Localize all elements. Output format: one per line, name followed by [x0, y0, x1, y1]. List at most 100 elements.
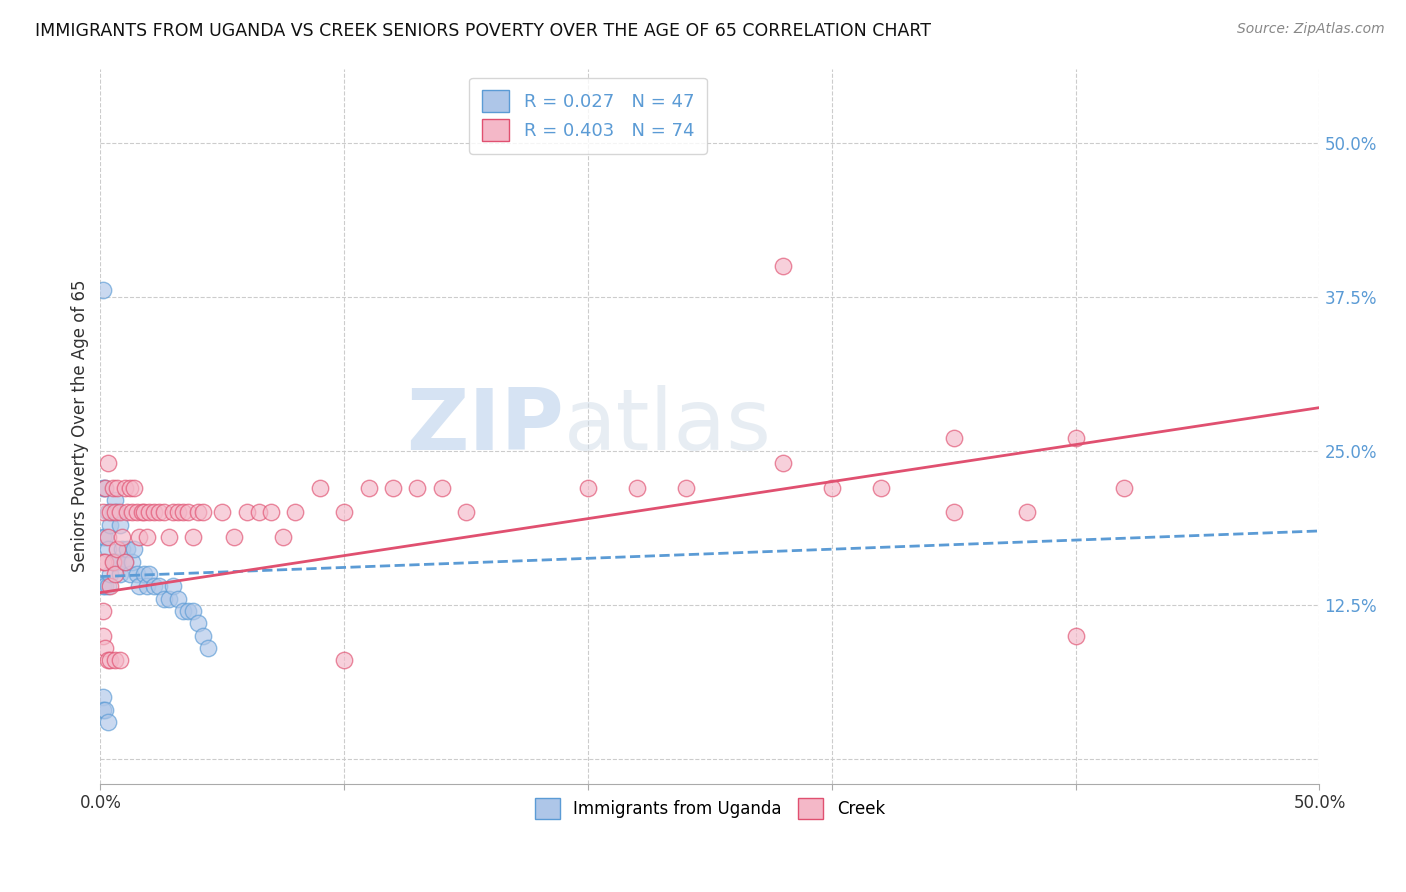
Point — [91, 703, 114, 717]
Point — [115, 542, 138, 557]
Point — [157, 591, 180, 606]
Point — [357, 481, 380, 495]
Point — [454, 505, 477, 519]
Point — [172, 505, 194, 519]
Point — [97, 579, 120, 593]
Point — [181, 604, 204, 618]
Point — [114, 481, 136, 495]
Point — [107, 542, 129, 557]
Point — [1064, 432, 1087, 446]
Point — [675, 481, 697, 495]
Point — [97, 456, 120, 470]
Point — [172, 604, 194, 618]
Point — [772, 259, 794, 273]
Point — [118, 567, 141, 582]
Point — [772, 456, 794, 470]
Point — [104, 493, 127, 508]
Point — [98, 517, 121, 532]
Point — [97, 505, 120, 519]
Point — [197, 641, 219, 656]
Point — [1064, 629, 1087, 643]
Point — [94, 530, 117, 544]
Point — [333, 653, 356, 667]
Point — [177, 604, 200, 618]
Point — [134, 567, 156, 582]
Point — [121, 505, 143, 519]
Point — [107, 481, 129, 495]
Point — [104, 505, 127, 519]
Point — [107, 555, 129, 569]
Point — [135, 530, 157, 544]
Legend: Immigrants from Uganda, Creek: Immigrants from Uganda, Creek — [529, 792, 891, 825]
Point — [125, 505, 148, 519]
Point — [187, 505, 209, 519]
Point — [260, 505, 283, 519]
Point — [101, 481, 124, 495]
Point — [108, 653, 131, 667]
Point — [430, 481, 453, 495]
Point — [162, 579, 184, 593]
Point — [98, 505, 121, 519]
Point — [115, 505, 138, 519]
Point — [942, 505, 965, 519]
Point — [94, 555, 117, 569]
Point — [177, 505, 200, 519]
Point — [167, 591, 190, 606]
Point — [162, 505, 184, 519]
Text: Source: ZipAtlas.com: Source: ZipAtlas.com — [1237, 22, 1385, 37]
Point — [148, 579, 170, 593]
Point — [333, 505, 356, 519]
Point — [94, 481, 117, 495]
Point — [94, 579, 117, 593]
Point — [187, 616, 209, 631]
Point — [143, 505, 166, 519]
Point — [181, 530, 204, 544]
Point — [143, 579, 166, 593]
Y-axis label: Seniors Poverty Over the Age of 65: Seniors Poverty Over the Age of 65 — [72, 280, 89, 573]
Point — [124, 481, 146, 495]
Point — [104, 555, 127, 569]
Point — [1015, 505, 1038, 519]
Point — [91, 629, 114, 643]
Point — [91, 579, 114, 593]
Point — [121, 555, 143, 569]
Point — [131, 505, 153, 519]
Point — [91, 481, 114, 495]
Point — [111, 542, 134, 557]
Point — [942, 432, 965, 446]
Point — [104, 653, 127, 667]
Point — [125, 567, 148, 582]
Point — [381, 481, 404, 495]
Point — [97, 715, 120, 730]
Point — [152, 505, 174, 519]
Point — [821, 481, 844, 495]
Point — [111, 530, 134, 544]
Point — [1114, 481, 1136, 495]
Point — [626, 481, 648, 495]
Point — [128, 530, 150, 544]
Point — [94, 641, 117, 656]
Point — [91, 555, 114, 569]
Text: IMMIGRANTS FROM UGANDA VS CREEK SENIORS POVERTY OVER THE AGE OF 65 CORRELATION C: IMMIGRANTS FROM UGANDA VS CREEK SENIORS … — [35, 22, 931, 40]
Point — [271, 530, 294, 544]
Point — [91, 690, 114, 705]
Point — [97, 542, 120, 557]
Point — [224, 530, 246, 544]
Point — [94, 703, 117, 717]
Point — [101, 555, 124, 569]
Point — [101, 555, 124, 569]
Point — [235, 505, 257, 519]
Point — [134, 505, 156, 519]
Point — [94, 481, 117, 495]
Point — [152, 591, 174, 606]
Point — [107, 505, 129, 519]
Point — [124, 542, 146, 557]
Point — [191, 505, 214, 519]
Point — [148, 505, 170, 519]
Point — [114, 555, 136, 569]
Point — [284, 505, 307, 519]
Point — [138, 567, 160, 582]
Point — [104, 567, 127, 582]
Point — [98, 579, 121, 593]
Point — [91, 505, 114, 519]
